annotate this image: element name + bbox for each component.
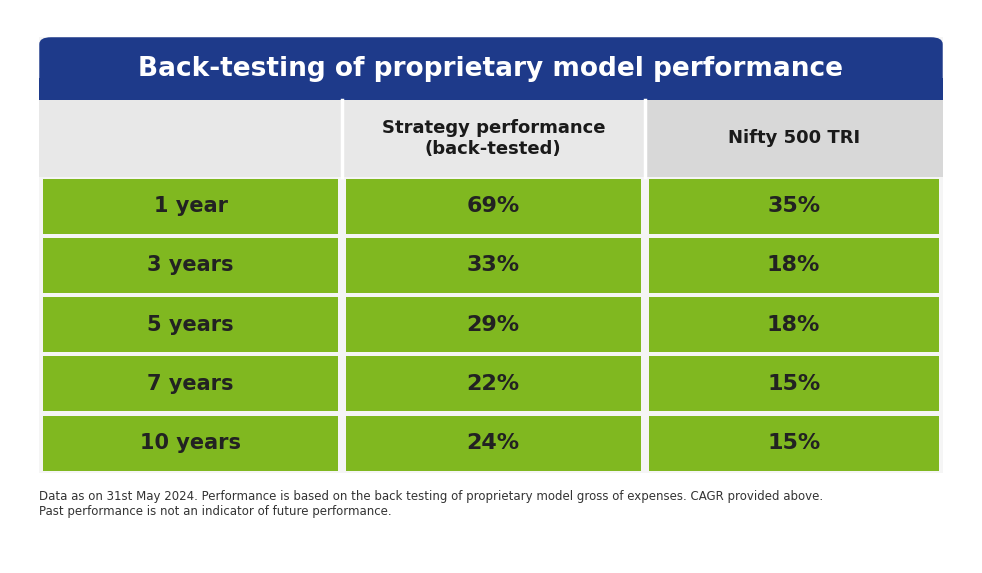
Bar xyxy=(43,238,338,293)
Bar xyxy=(346,297,640,352)
Text: 1 year: 1 year xyxy=(153,196,228,216)
FancyBboxPatch shape xyxy=(39,37,943,100)
Text: 3 years: 3 years xyxy=(147,256,234,276)
Text: Data as on 31st May 2024. Performance is based on the back testing of proprietar: Data as on 31st May 2024. Performance is… xyxy=(39,490,823,518)
Text: 18%: 18% xyxy=(767,256,820,276)
Bar xyxy=(39,79,943,100)
Bar xyxy=(648,415,939,470)
Text: Strategy performance
(back-tested): Strategy performance (back-tested) xyxy=(382,119,605,158)
Bar xyxy=(342,100,644,176)
Bar xyxy=(648,238,939,293)
Bar xyxy=(346,179,640,234)
Text: 10 years: 10 years xyxy=(140,433,242,453)
Text: 7 years: 7 years xyxy=(147,374,234,394)
Bar xyxy=(43,356,338,411)
Bar xyxy=(43,297,338,352)
Text: 24%: 24% xyxy=(466,433,519,453)
Bar xyxy=(39,37,943,473)
Text: 18%: 18% xyxy=(767,315,820,335)
Text: 69%: 69% xyxy=(466,196,519,216)
Bar xyxy=(648,356,939,411)
Text: 5 years: 5 years xyxy=(147,315,234,335)
Bar xyxy=(644,100,943,176)
Text: 15%: 15% xyxy=(767,374,820,394)
Text: 22%: 22% xyxy=(466,374,519,394)
Text: 35%: 35% xyxy=(767,196,820,216)
Bar xyxy=(43,415,338,470)
Bar xyxy=(648,179,939,234)
Bar xyxy=(346,238,640,293)
Bar xyxy=(39,100,342,176)
Bar xyxy=(346,356,640,411)
Text: Back-testing of proprietary model performance: Back-testing of proprietary model perfor… xyxy=(138,56,844,82)
Bar xyxy=(648,297,939,352)
Bar xyxy=(43,179,338,234)
Bar xyxy=(346,415,640,470)
Text: Nifty 500 TRI: Nifty 500 TRI xyxy=(728,129,859,147)
Text: 15%: 15% xyxy=(767,433,820,453)
Text: 33%: 33% xyxy=(466,256,519,276)
Text: 29%: 29% xyxy=(466,315,519,335)
